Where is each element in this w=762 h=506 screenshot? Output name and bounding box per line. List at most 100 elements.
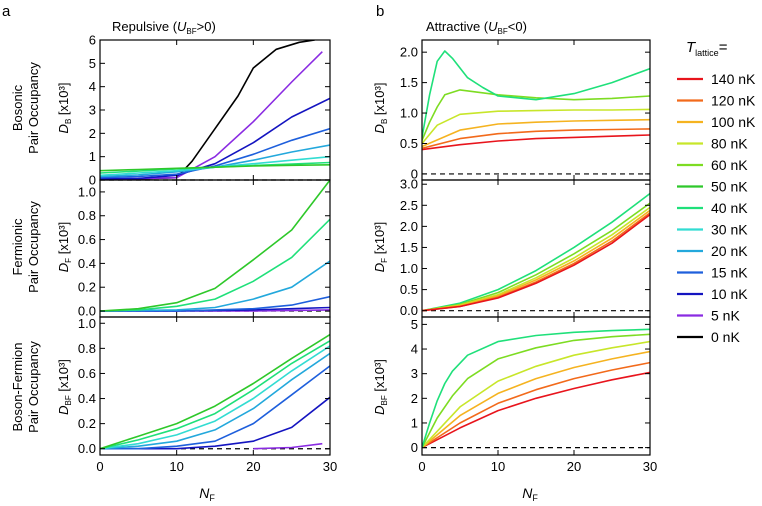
y-tick-label: 0 xyxy=(411,440,418,455)
legend-item: 120 nK xyxy=(677,93,756,109)
panel-letter-b: b xyxy=(376,3,384,20)
svg-text:DB [x10³]: DB [x10³] xyxy=(372,83,389,134)
series-line-120-nK xyxy=(422,361,650,449)
row-label-boson-fermion: Boson-Fermion Pair Occupancy xyxy=(10,341,41,433)
legend: Tlattice= 140 nK 120 nK 100 nK 80 nK 60 nK 50… xyxy=(677,39,756,345)
series-line-140-nK xyxy=(422,371,650,449)
x-tick-label: 0 xyxy=(96,459,103,474)
legend-label: 5 nK xyxy=(711,308,740,324)
y-tick-label: 1.0 xyxy=(78,184,96,199)
series-line-50-nK xyxy=(100,164,330,172)
y-tick-label: 2.0 xyxy=(400,45,418,60)
plot-frame xyxy=(99,316,331,456)
svg-text:Pair Occupancy: Pair Occupancy xyxy=(26,62,41,154)
y-tick-label: 0 xyxy=(411,166,418,181)
ylabel-a-bot: DBF [x10³] xyxy=(56,359,73,415)
svg-text:DF [x10³]: DF [x10³] xyxy=(372,222,389,272)
series-line-100-nK xyxy=(422,209,650,312)
series-line-60-nK xyxy=(422,89,650,141)
series-line-60-nK xyxy=(422,333,650,448)
svg-text:Pair Occupancy: Pair Occupancy xyxy=(26,201,41,293)
plot-frame xyxy=(421,316,651,456)
svg-text:DBF [x10³]: DBF [x10³] xyxy=(372,359,389,415)
svg-text:Pair Occupancy: Pair Occupancy xyxy=(26,341,41,433)
svg-text:DBF [x10³]: DBF [x10³] xyxy=(56,359,73,415)
panel-b-bot: 0 10 20 30 0 1 2 3 4 5 xyxy=(411,316,657,474)
series-line-30-nK xyxy=(100,345,330,450)
ylabel-b-mid: DF [x10³] xyxy=(372,222,389,272)
legend-label: 120 nK xyxy=(711,93,756,109)
y-tick-label: 6 xyxy=(89,33,96,48)
legend-label: 10 nK xyxy=(711,286,748,302)
y-tick-label: 1.0 xyxy=(400,261,418,276)
series-line-100-nK xyxy=(422,118,650,148)
legend-label: 15 nK xyxy=(711,265,748,281)
y-tick-label: 2 xyxy=(411,391,418,406)
legend-item: 30 nK xyxy=(677,222,748,238)
y-tick-label: 1.0 xyxy=(78,316,96,331)
svg-text:DF [x10³]: DF [x10³] xyxy=(56,222,73,272)
y-tick-label: 1.5 xyxy=(400,240,418,255)
legend-label: 100 nK xyxy=(711,114,756,130)
y-tick-label: 0 xyxy=(89,173,96,188)
attractive-title: Attractive (UBF<0) xyxy=(426,19,527,36)
legend-label: 0 nK xyxy=(711,329,740,345)
series-line-80-nK xyxy=(422,340,650,449)
x-tick-label: 0 xyxy=(418,459,425,474)
y-tick-label: 0.5 xyxy=(400,282,418,297)
y-tick-label: 0.0 xyxy=(400,303,418,318)
ylabel-a-mid: DF [x10³] xyxy=(56,222,73,272)
xlabel-b: NF xyxy=(522,485,538,503)
series-line-40-nK xyxy=(100,218,330,312)
series-line-15-nK xyxy=(100,127,330,179)
panel-a-top: 0 1 2 3 4 5 6 xyxy=(89,33,331,188)
x-tick-label: 10 xyxy=(491,459,505,474)
legend-item: 50 nK xyxy=(677,179,748,195)
legend-item: 5 nK xyxy=(677,308,740,324)
y-tick-label: 0.4 xyxy=(78,391,96,406)
y-tick-label: 1 xyxy=(89,149,96,164)
series-line-100-nK xyxy=(422,350,650,449)
panel-letter-a: a xyxy=(2,3,11,20)
x-tick-label: 30 xyxy=(323,459,337,474)
y-tick-label: 3 xyxy=(89,103,96,118)
legend-label: 30 nK xyxy=(711,222,748,238)
y-tick-label: 0.8 xyxy=(78,341,96,356)
legend-label: 40 nK xyxy=(711,200,748,216)
legend-title: Tlattice= xyxy=(686,39,728,58)
legend-label: 50 nK xyxy=(711,179,748,195)
series-line-140-nK xyxy=(422,213,650,312)
series-line-120-nK xyxy=(422,128,650,150)
series-line-15-nK xyxy=(100,365,330,450)
panel-a-mid: 0.0 0.2 0.4 0.6 0.8 1.0 xyxy=(78,179,331,319)
series-line-40-nK xyxy=(422,328,650,448)
series-line-50-nK xyxy=(100,333,330,450)
x-tick-label: 10 xyxy=(169,459,183,474)
legend-item: 100 nK xyxy=(677,114,756,130)
y-tick-label: 0.6 xyxy=(78,366,96,381)
y-tick-label: 2.5 xyxy=(400,198,418,213)
y-tick-label: 0.2 xyxy=(78,416,96,431)
y-tick-label: 0.0 xyxy=(78,441,96,456)
plot-frame xyxy=(99,39,331,181)
plot-frame xyxy=(99,179,331,318)
legend-item: 0 nK xyxy=(677,329,740,345)
legend-item: 20 nK xyxy=(677,243,748,259)
panel-b-top: 0 0.5 1.0 1.5 2.0 xyxy=(400,39,651,181)
series-line-50-nK xyxy=(100,180,330,312)
legend-label: 60 nK xyxy=(711,157,748,173)
legend-label: 140 nK xyxy=(711,71,756,87)
svg-text:Fermionic: Fermionic xyxy=(10,218,25,276)
y-tick-label: 0.4 xyxy=(78,256,96,271)
series-line-20-nK xyxy=(100,352,330,450)
series-line-40-nK xyxy=(100,340,330,450)
y-tick-label: 2 xyxy=(89,126,96,141)
row-label-bosonic: Bosonic Pair Occupancy xyxy=(10,62,41,154)
x-tick-label: 20 xyxy=(567,459,581,474)
y-tick-label: 2.0 xyxy=(400,219,418,234)
legend-label: 20 nK xyxy=(711,243,748,259)
y-tick-label: 0.2 xyxy=(78,280,96,295)
series-line-0-nK xyxy=(100,40,315,180)
y-tick-label: 4 xyxy=(89,79,96,94)
y-tick-label: 0.0 xyxy=(78,304,96,319)
